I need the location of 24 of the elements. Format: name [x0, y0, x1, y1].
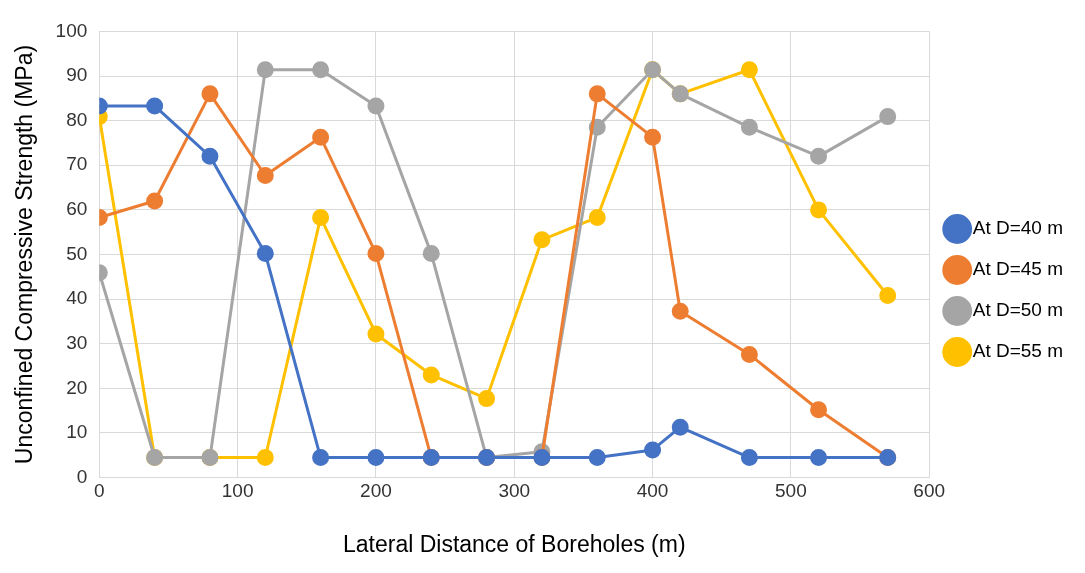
y-tick-label: 30: [66, 331, 88, 353]
x-tick-label: 500: [775, 480, 807, 502]
x-tick-label: 400: [636, 480, 669, 502]
y-axis-title: Unconfined Compressive Strength (MPa): [11, 44, 38, 465]
x-axis-title: Lateral Distance of Boreholes (m): [342, 530, 686, 557]
legend-label: At D=55 m: [972, 340, 1064, 362]
y-tick-label: 50: [66, 242, 88, 264]
x-tick-label: 0: [94, 480, 105, 502]
legend-label: At D=50 m: [972, 299, 1064, 321]
legend-label: At D=45 m: [972, 258, 1064, 280]
y-tick-label: 40: [66, 287, 88, 309]
y-tick-label: 0: [76, 465, 88, 487]
y-tick-label: 90: [66, 64, 88, 86]
x-tick-label: 200: [360, 480, 392, 502]
x-tick-label: 300: [498, 480, 531, 502]
y-tick-label: 100: [55, 19, 88, 41]
y-tick-label: 60: [66, 198, 88, 220]
y-tick-label: 80: [66, 108, 88, 130]
y-tick-label: 70: [66, 153, 88, 175]
legend-label: At D=40 m: [972, 217, 1064, 239]
y-tick-label: 10: [66, 421, 88, 443]
x-tick-label: 100: [221, 480, 254, 502]
x-tick-label: 600: [913, 480, 946, 502]
y-tick-label: 20: [66, 376, 88, 398]
